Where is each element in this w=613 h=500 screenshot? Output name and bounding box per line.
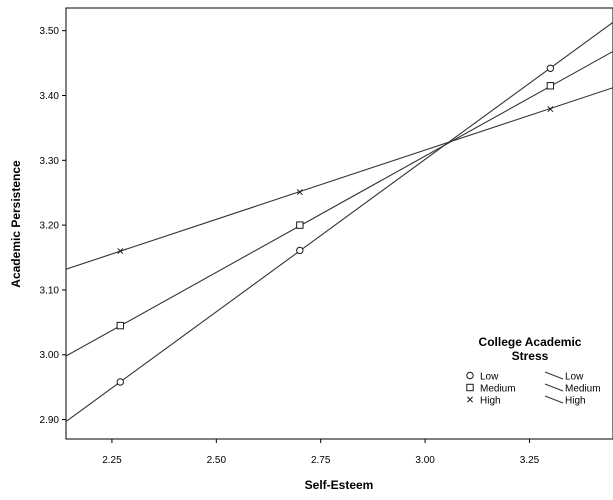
- data-point-low: [116, 378, 124, 386]
- data-point-high: [296, 189, 303, 196]
- y-tick-label: 3.00: [40, 350, 60, 361]
- legend-title-line2: Stress: [512, 349, 549, 363]
- legend-marker-high: [467, 396, 473, 403]
- data-point-medium: [296, 221, 304, 229]
- legend-marker-label: Medium: [480, 384, 516, 395]
- y-tick-label: 3.50: [40, 26, 60, 37]
- y-axis-title: Academic Persistence: [9, 160, 23, 288]
- fit-line-low: [66, 21, 613, 422]
- fit-line-high: [66, 87, 613, 270]
- y-tick-label: 3.30: [40, 156, 60, 167]
- legend-marker-low: [466, 371, 474, 380]
- y-tick-label: 3.20: [40, 221, 60, 232]
- legend-line-low: [544, 371, 564, 380]
- legend-line-high: [544, 395, 564, 404]
- legend-marker-medium: [466, 383, 474, 392]
- y-tick-label: 3.10: [40, 285, 60, 296]
- y-tick-label: 2.90: [40, 415, 60, 426]
- y-tick-label: 3.40: [40, 91, 60, 102]
- plot-frame: [65, 7, 613, 440]
- data-point-high: [547, 106, 554, 113]
- legend-line-label: Medium: [565, 384, 601, 395]
- legend-line-label: Low: [565, 372, 584, 383]
- fit-line-medium: [66, 50, 613, 357]
- legend-line-label: High: [565, 396, 586, 407]
- data-point-low: [296, 246, 304, 255]
- data-point-medium: [116, 321, 124, 330]
- legend-marker-label: Low: [480, 372, 499, 383]
- x-axis-title: Self-Esteem: [305, 478, 374, 492]
- data-point-low: [546, 64, 555, 72]
- x-tick-label: 2.50: [207, 455, 227, 466]
- x-tick-label: 3.00: [415, 455, 435, 466]
- x-tick-label: 2.25: [102, 455, 122, 466]
- data-point-high: [117, 248, 124, 254]
- x-tick-label: 3.25: [520, 455, 540, 466]
- legend-title-line1: College Academic: [479, 335, 582, 349]
- x-tick-label: 2.75: [311, 455, 331, 466]
- legend-line-medium: [544, 383, 564, 392]
- data-point-medium: [546, 82, 555, 90]
- legend-marker-label: High: [480, 396, 501, 407]
